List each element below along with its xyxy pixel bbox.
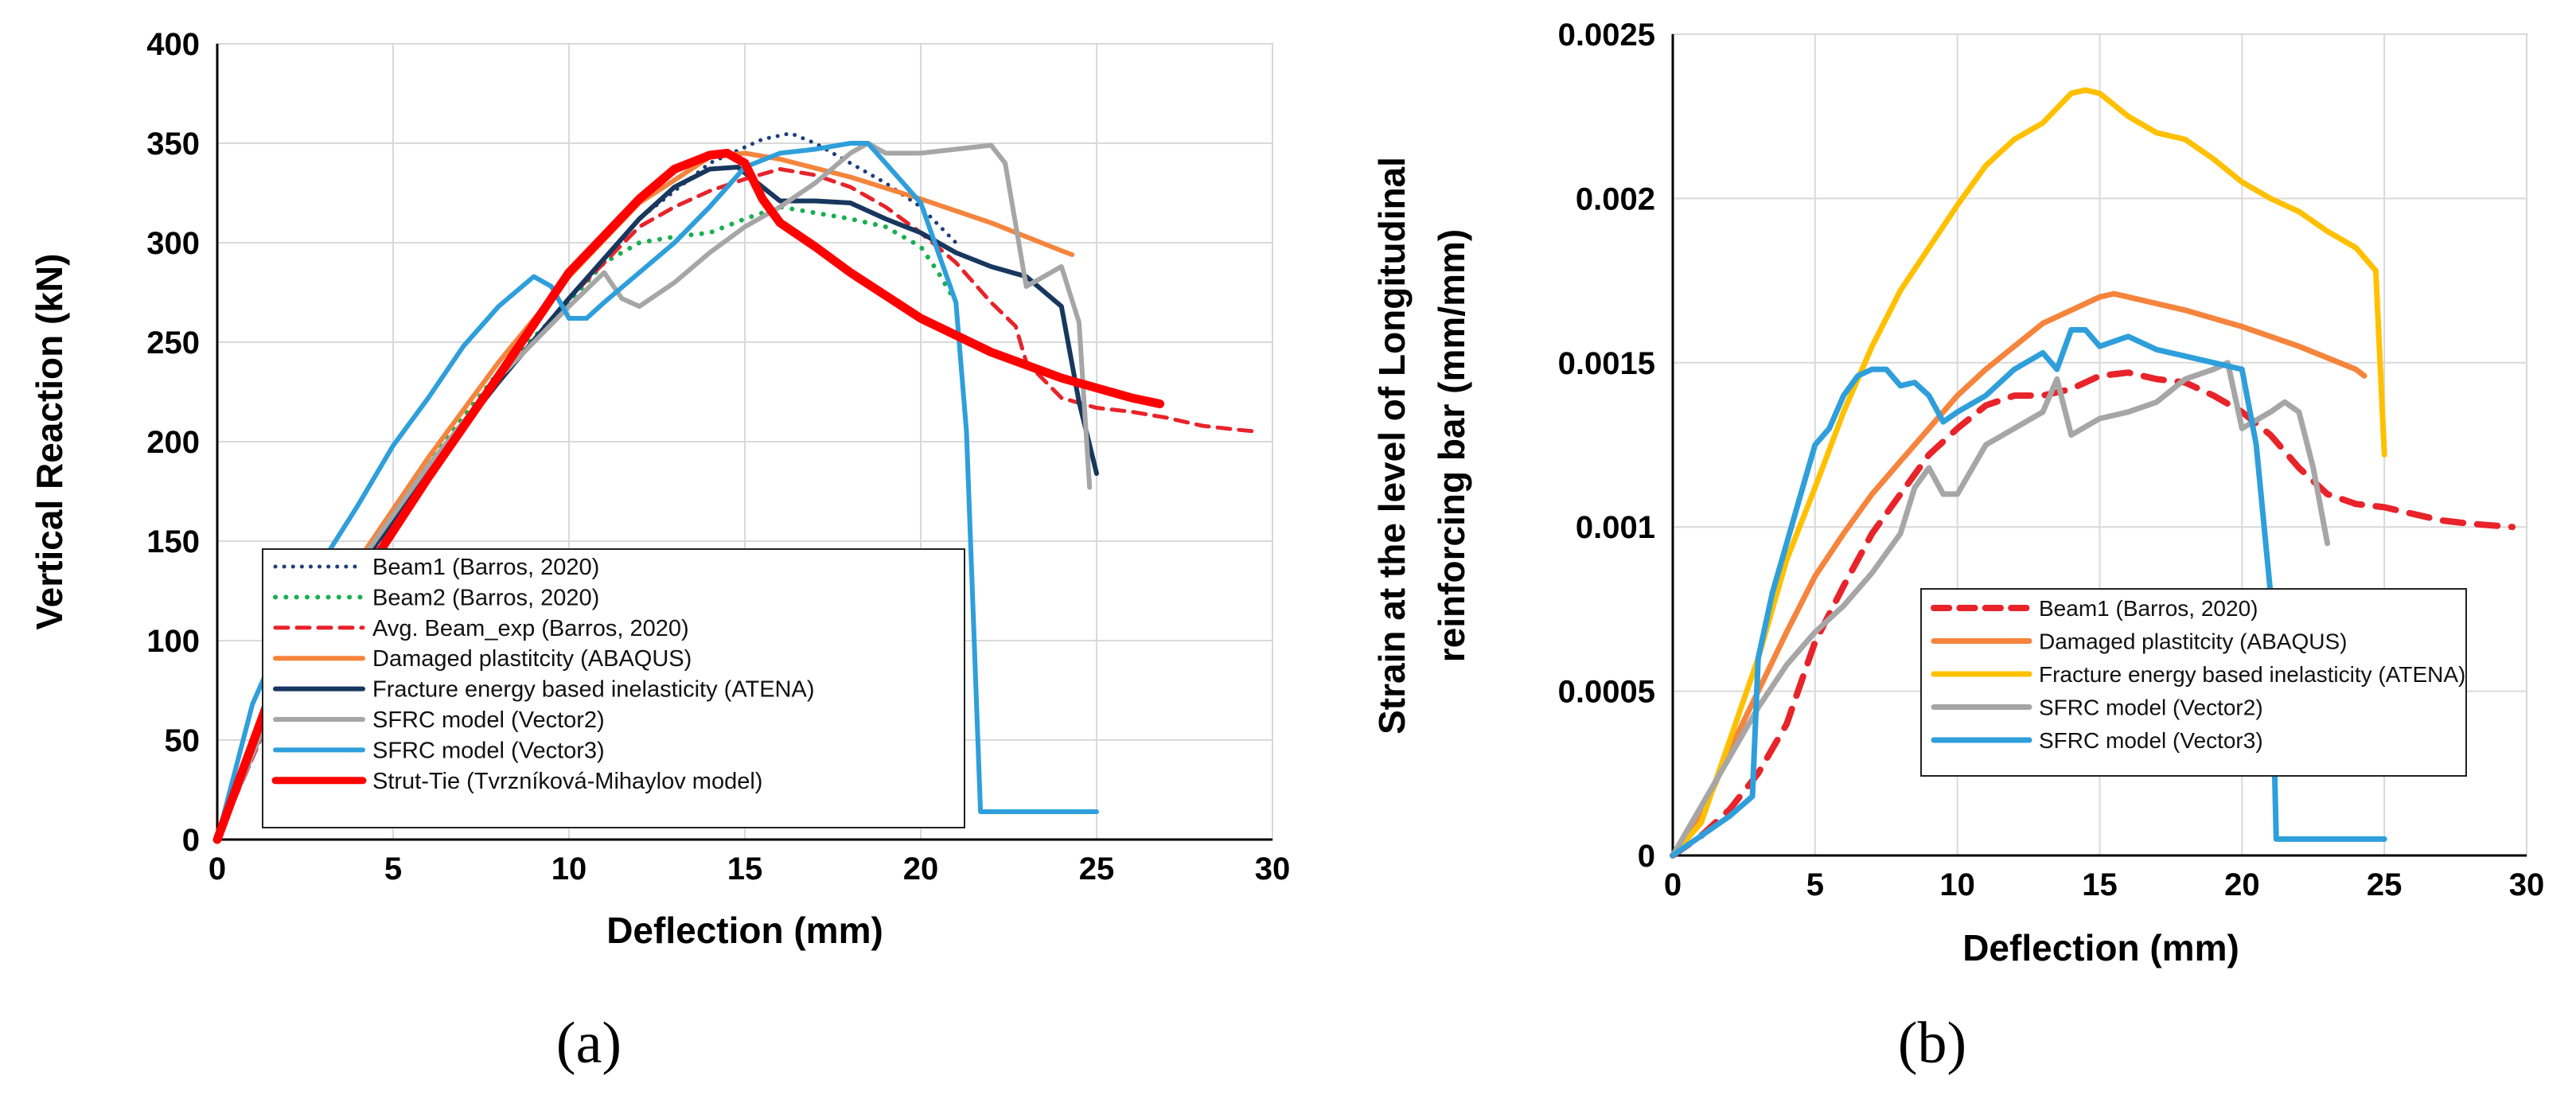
axes-b: 0 5 10 15 20 25 30 0 0.0005 0.001 0.0015 0.002 0.002… xyxy=(1558,18,2545,902)
legend-entry-label: SFRC model (Vector3) xyxy=(372,738,605,763)
legend-entry-label: Fracture energy based inelasticity (ATEN… xyxy=(2039,662,2465,687)
series-line-b-4 xyxy=(1670,327,2387,859)
legend-entry-label: Damaged plastitcity (ABAQUS) xyxy=(2039,629,2347,654)
y-axis-label-b-line2: reinforcing bar (mm/mm) xyxy=(1431,229,1472,662)
series-line-a-7 xyxy=(212,149,1165,844)
legend-entry-label: Damaged plastitcity (ABAQUS) xyxy=(372,646,692,672)
legend-entry-label: Beam1 (Barros, 2020) xyxy=(372,555,599,580)
x-tick-label: 30 xyxy=(2509,867,2545,902)
series-line-a-6 xyxy=(215,141,1099,842)
y-tick-label: 0.0015 xyxy=(1558,346,1655,381)
x-tick-label: 0 xyxy=(1664,867,1682,902)
y-tick-label: 400 xyxy=(146,27,200,62)
x-tick-label: 5 xyxy=(384,851,402,887)
legend-entry-label: SFRC model (Vector2) xyxy=(2039,696,2263,720)
chart-b: 0 5 10 15 20 25 30 0 0.0005 0.001 0.0015 0.002 0.002… xyxy=(1371,18,2544,1076)
legend-entry-label: SFRC model (Vector3) xyxy=(2039,728,2263,753)
x-axis-label-a: Deflection (mm) xyxy=(606,910,883,951)
y-tick-label: 50 xyxy=(165,723,201,758)
legend-a: Beam1 (Barros, 2020) Beam2 (Barros, 2020)… xyxy=(262,548,965,828)
series-line-b-0 xyxy=(1670,369,2516,859)
y-tick-label: 300 xyxy=(146,226,200,261)
y-tick-label: 350 xyxy=(146,127,200,162)
x-tick-label: 20 xyxy=(903,851,939,887)
y-tick-label: 0.001 xyxy=(1576,510,1655,545)
x-tick-label: 5 xyxy=(1806,867,1824,902)
series-group-a xyxy=(212,131,1261,844)
x-tick-label: 15 xyxy=(2082,867,2118,902)
legend-entry-label: SFRC model (Vector2) xyxy=(372,707,605,733)
x-tick-label: 30 xyxy=(1255,851,1291,887)
y-tick-label: 200 xyxy=(146,425,200,460)
x-tick-label: 15 xyxy=(727,851,763,887)
y-tick-label: 250 xyxy=(146,325,200,360)
y-axis-label-b-line1: Strain at the level of Longitudinal xyxy=(1371,157,1413,735)
y-tick-label: 0 xyxy=(1638,839,1655,874)
series-line-b-1 xyxy=(1670,290,2368,859)
legend-entry-label: Beam1 (Barros, 2020) xyxy=(2039,596,2258,621)
panel-label-b: (b) xyxy=(1898,1011,1966,1076)
series-group-b xyxy=(1670,87,2516,859)
y-tick-label: 0.002 xyxy=(1576,181,1655,216)
legend-b: Beam1 (Barros, 2020) Damaged plastitcity … xyxy=(1920,588,2467,777)
x-tick-label: 25 xyxy=(2367,867,2403,902)
legend-entry-label: Fracture energy based inelasticity (ATEN… xyxy=(372,677,815,703)
y-tick-label: 0.0005 xyxy=(1558,675,1655,710)
x-axis-label-b: Deflection (mm) xyxy=(1962,927,2239,968)
panel-label-a: (a) xyxy=(556,1011,622,1076)
x-tick-label: 10 xyxy=(1939,867,1975,902)
x-tick-label: 0 xyxy=(208,851,226,887)
legend-entry-label: Beam2 (Barros, 2020) xyxy=(372,585,599,610)
legend-box xyxy=(262,548,965,828)
series-line-b-3 xyxy=(1670,360,2331,859)
x-tick-label: 10 xyxy=(551,851,587,887)
y-tick-label: 150 xyxy=(146,524,200,559)
legend-box xyxy=(1920,588,2467,777)
legend-entry-label: Avg. Beam_exp (Barros, 2020) xyxy=(372,616,689,641)
x-tick-label: 20 xyxy=(2224,867,2260,902)
series-line-b-2 xyxy=(1670,87,2387,859)
legend-entry-label: Strut-Tie (Tvrzníková-Mihaylov model) xyxy=(372,769,762,794)
y-tick-label: 0 xyxy=(182,823,200,858)
y-tick-label: 0.0025 xyxy=(1558,18,1655,53)
y-tick-label: 100 xyxy=(146,624,200,659)
y-axis-label-a: Vertical Reaction (kN) xyxy=(29,254,70,630)
x-tick-label: 25 xyxy=(1079,851,1115,887)
